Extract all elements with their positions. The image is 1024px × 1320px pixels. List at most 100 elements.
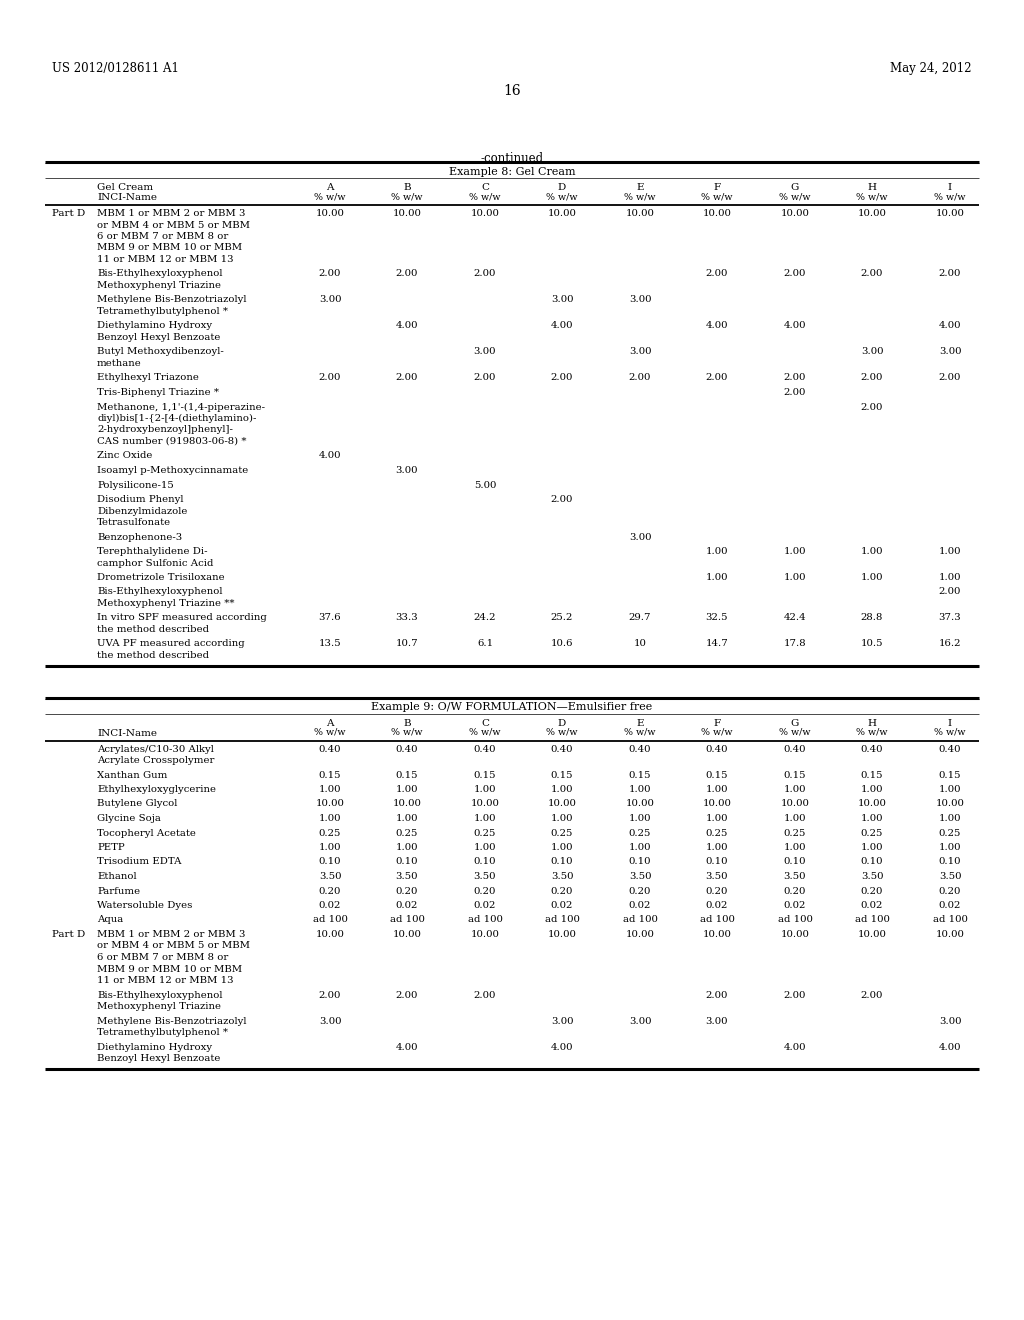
Text: 28.8: 28.8: [861, 614, 883, 623]
Text: 0.02: 0.02: [396, 902, 418, 909]
Text: 2.00: 2.00: [939, 374, 962, 383]
Text: 10.00: 10.00: [548, 800, 577, 808]
Text: In vitro SPF measured according: In vitro SPF measured according: [97, 614, 266, 623]
Text: Glycine Soja: Glycine Soja: [97, 814, 161, 822]
Text: the method described: the method described: [97, 624, 209, 634]
Text: 3.00: 3.00: [939, 1016, 962, 1026]
Text: 0.15: 0.15: [783, 771, 806, 780]
Text: 4.00: 4.00: [551, 1043, 573, 1052]
Text: 1.00: 1.00: [318, 814, 341, 822]
Text: 0.02: 0.02: [318, 902, 341, 909]
Text: Ethanol: Ethanol: [97, 873, 136, 880]
Text: 1.00: 1.00: [861, 843, 884, 851]
Text: 0.15: 0.15: [474, 771, 497, 780]
Text: 1.00: 1.00: [939, 814, 962, 822]
Text: 0.20: 0.20: [318, 887, 341, 895]
Text: 1.00: 1.00: [861, 814, 884, 822]
Text: E: E: [636, 718, 644, 727]
Text: 3.00: 3.00: [318, 1016, 341, 1026]
Text: 0.15: 0.15: [318, 771, 341, 780]
Text: 0.15: 0.15: [395, 771, 418, 780]
Text: 3.00: 3.00: [629, 1016, 651, 1026]
Text: 2.00: 2.00: [318, 374, 341, 383]
Text: 0.02: 0.02: [629, 902, 651, 909]
Text: 3.00: 3.00: [629, 532, 651, 541]
Text: 0.15: 0.15: [551, 771, 573, 780]
Text: 2-hydroxybenzoyl]phenyl]-: 2-hydroxybenzoyl]phenyl]-: [97, 425, 232, 434]
Text: 10.00: 10.00: [315, 800, 344, 808]
Text: 1.00: 1.00: [551, 785, 573, 795]
Text: 0.10: 0.10: [939, 858, 962, 866]
Text: 10: 10: [634, 639, 646, 648]
Text: ad 100: ad 100: [777, 916, 812, 924]
Text: 3.50: 3.50: [861, 873, 884, 880]
Text: 11 or MBM 12 or MBM 13: 11 or MBM 12 or MBM 13: [97, 975, 233, 985]
Text: 10.00: 10.00: [780, 931, 809, 939]
Text: 1.00: 1.00: [474, 814, 497, 822]
Text: 10.00: 10.00: [857, 931, 887, 939]
Text: Zinc Oxide: Zinc Oxide: [97, 451, 153, 461]
Text: Butylene Glycol: Butylene Glycol: [97, 800, 177, 808]
Text: Xanthan Gum: Xanthan Gum: [97, 771, 167, 780]
Text: UVA PF measured according: UVA PF measured according: [97, 639, 245, 648]
Text: 10.00: 10.00: [626, 931, 654, 939]
Text: ad 100: ad 100: [312, 916, 347, 924]
Text: 0.02: 0.02: [551, 902, 573, 909]
Text: MBM 9 or MBM 10 or MBM: MBM 9 or MBM 10 or MBM: [97, 965, 242, 974]
Text: 1.00: 1.00: [318, 843, 341, 851]
Text: 2.00: 2.00: [551, 374, 573, 383]
Text: Bis-Ethylhexyloxyphenol: Bis-Ethylhexyloxyphenol: [97, 990, 222, 999]
Text: B: B: [403, 718, 411, 727]
Text: Diethylamino Hydroxy: Diethylamino Hydroxy: [97, 322, 212, 330]
Text: 1.00: 1.00: [939, 785, 962, 795]
Text: 1.00: 1.00: [706, 546, 728, 556]
Text: 4.00: 4.00: [783, 322, 806, 330]
Text: the method described: the method described: [97, 651, 209, 660]
Text: 10.00: 10.00: [315, 209, 344, 218]
Text: ad 100: ad 100: [389, 916, 424, 924]
Text: Dibenzylmidazole: Dibenzylmidazole: [97, 507, 187, 516]
Text: Ethylhexyl Triazone: Ethylhexyl Triazone: [97, 374, 199, 383]
Text: INCI-Name: INCI-Name: [97, 193, 157, 202]
Text: 1.00: 1.00: [783, 546, 806, 556]
Text: 2.00: 2.00: [474, 269, 497, 279]
Text: 0.25: 0.25: [629, 829, 651, 837]
Text: 10.00: 10.00: [857, 209, 887, 218]
Text: % w/w: % w/w: [779, 191, 811, 201]
Text: % w/w: % w/w: [779, 727, 811, 737]
Text: Watersoluble Dyes: Watersoluble Dyes: [97, 902, 193, 909]
Text: 0.20: 0.20: [706, 887, 728, 895]
Text: May 24, 2012: May 24, 2012: [891, 62, 972, 75]
Text: 0.15: 0.15: [939, 771, 962, 780]
Text: 0.10: 0.10: [551, 858, 573, 866]
Text: 3.00: 3.00: [706, 1016, 728, 1026]
Text: 2.00: 2.00: [396, 269, 418, 279]
Text: 2.00: 2.00: [861, 269, 883, 279]
Text: % w/w: % w/w: [391, 727, 423, 737]
Text: Drometrizole Trisiloxane: Drometrizole Trisiloxane: [97, 573, 224, 582]
Text: 1.00: 1.00: [474, 843, 497, 851]
Text: 1.00: 1.00: [706, 573, 728, 582]
Text: 10.00: 10.00: [626, 800, 654, 808]
Text: % w/w: % w/w: [469, 727, 501, 737]
Text: % w/w: % w/w: [701, 727, 733, 737]
Text: 0.20: 0.20: [629, 887, 651, 895]
Text: 3.50: 3.50: [395, 873, 418, 880]
Text: 1.00: 1.00: [395, 785, 418, 795]
Text: 16: 16: [503, 84, 521, 98]
Text: methane: methane: [97, 359, 141, 368]
Text: 1.00: 1.00: [939, 546, 962, 556]
Text: 1.00: 1.00: [783, 814, 806, 822]
Text: 10.5: 10.5: [861, 639, 884, 648]
Text: Benzoyl Hexyl Benzoate: Benzoyl Hexyl Benzoate: [97, 333, 220, 342]
Text: 0.02: 0.02: [474, 902, 497, 909]
Text: Example 9: O/W FORMULATION—Emulsifier free: Example 9: O/W FORMULATION—Emulsifier fr…: [372, 702, 652, 713]
Text: 0.10: 0.10: [318, 858, 341, 866]
Text: 5.00: 5.00: [474, 480, 497, 490]
Text: or MBM 4 or MBM 5 or MBM: or MBM 4 or MBM 5 or MBM: [97, 220, 250, 230]
Text: 24.2: 24.2: [474, 614, 497, 623]
Text: 1.00: 1.00: [783, 843, 806, 851]
Text: CAS number (919803-06-8) *: CAS number (919803-06-8) *: [97, 437, 247, 446]
Text: 2.00: 2.00: [783, 374, 806, 383]
Text: MBM 1 or MBM 2 or MBM 3: MBM 1 or MBM 2 or MBM 3: [97, 209, 246, 218]
